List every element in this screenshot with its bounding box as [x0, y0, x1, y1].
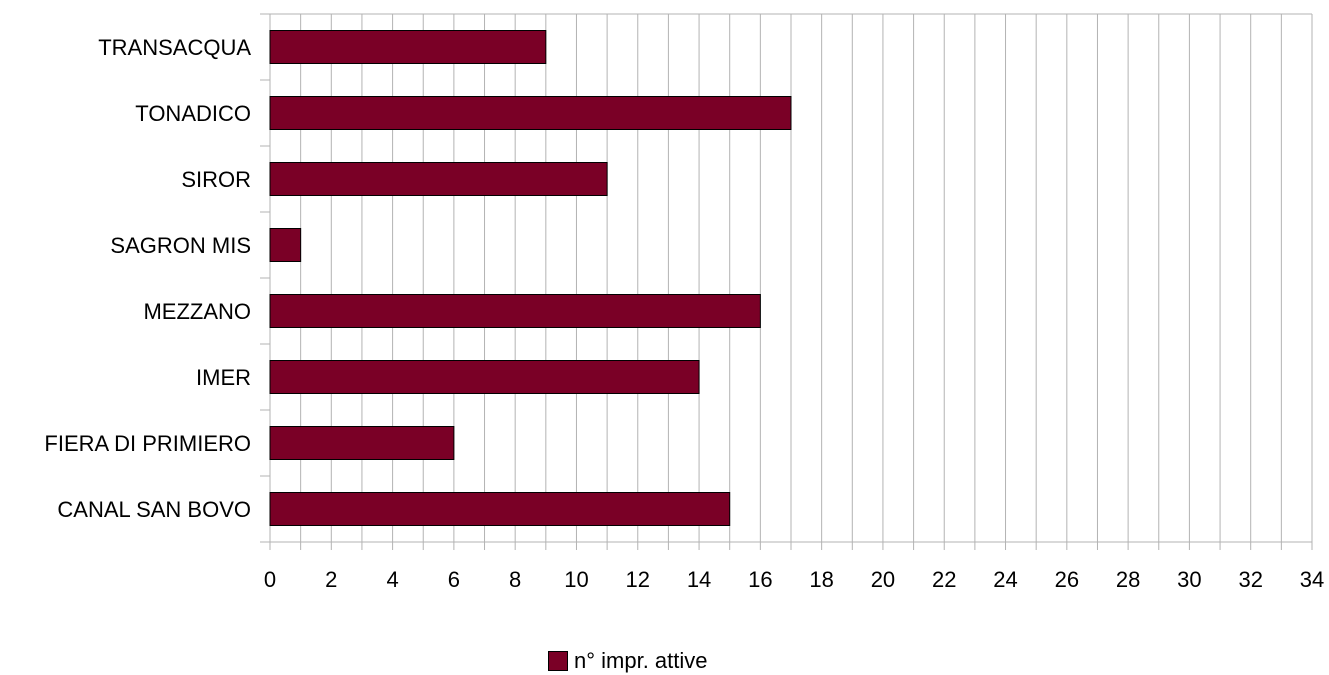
bar [269, 426, 455, 460]
bar [269, 228, 302, 262]
y-category-label: CANAL SAN BOVO [57, 497, 251, 522]
legend-label: n° impr. attive [574, 648, 708, 673]
x-tick-label: 6 [448, 567, 460, 592]
x-tick-label: 24 [993, 567, 1017, 592]
x-tick-label: 34 [1300, 567, 1324, 592]
y-category-label: TONADICO [135, 101, 251, 126]
x-tick-label: 32 [1238, 567, 1262, 592]
x-tick-label: 18 [809, 567, 833, 592]
y-category-label: SAGRON MIS [110, 233, 251, 258]
y-category-labels: CANAL SAN BOVO FIERA DI PRIMIERO IMER MEZZA… [44, 35, 251, 522]
legend: n° impr. attive [548, 648, 708, 674]
y-category-label: MEZZANO [143, 299, 251, 324]
x-tick-label: 12 [626, 567, 650, 592]
bar [269, 360, 700, 394]
axes [260, 13, 1313, 550]
legend-swatch [548, 651, 568, 671]
x-tick-label: 22 [932, 567, 956, 592]
x-tick-label: 2 [325, 567, 337, 592]
x-tick-label: 0 [264, 567, 276, 592]
x-tick-label: 10 [564, 567, 588, 592]
x-tick-label: 28 [1116, 567, 1140, 592]
bar [269, 162, 608, 196]
bar [269, 30, 547, 64]
x-tick-label: 30 [1177, 567, 1201, 592]
x-tick-label: 20 [871, 567, 895, 592]
x-tick-label: 16 [748, 567, 772, 592]
bar [269, 96, 792, 130]
y-category-label: SIROR [181, 167, 251, 192]
bar [269, 294, 761, 328]
x-tick-label: 4 [386, 567, 398, 592]
x-tick-label: 8 [509, 567, 521, 592]
x-tick-labels: 0 2 4 6 8 10 12 14 16 18 20 22 24 26 28 30 32 34 [264, 567, 1324, 592]
x-tick-label: 14 [687, 567, 711, 592]
x-tick-label: 26 [1055, 567, 1079, 592]
y-category-label: FIERA DI PRIMIERO [44, 431, 251, 456]
bars [269, 30, 792, 526]
grid-lines [269, 13, 1313, 542]
y-category-label: IMER [196, 365, 251, 390]
y-category-label: TRANSACQUA [98, 35, 251, 60]
bar [269, 492, 731, 526]
